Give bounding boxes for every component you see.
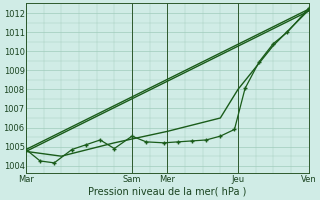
X-axis label: Pression niveau de la mer( hPa ): Pression niveau de la mer( hPa ) bbox=[88, 187, 246, 197]
